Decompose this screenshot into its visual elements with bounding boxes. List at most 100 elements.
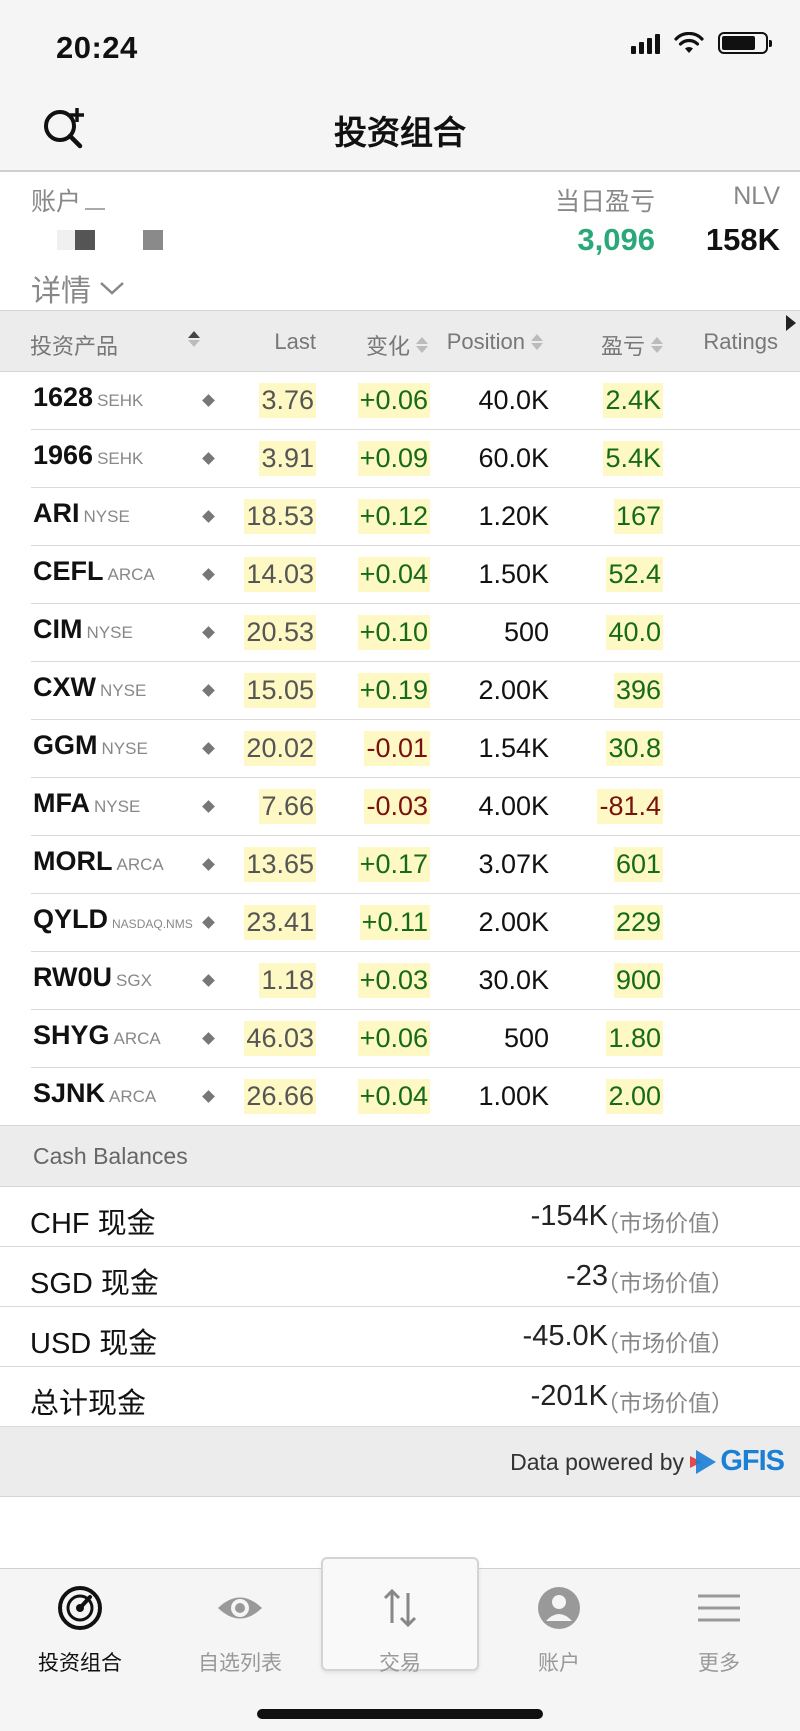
- position-size: 1.50K: [478, 559, 549, 589]
- tab-more[interactable]: 更多: [644, 1569, 794, 1679]
- page-title: 投资组合: [334, 114, 466, 151]
- cash-note: （市场价值）: [596, 1390, 734, 1416]
- diamond-icon: [202, 916, 215, 929]
- position-row[interactable]: 1966 SEHK 3.91 +0.09 60.0K 5.4K: [31, 430, 800, 488]
- nlv-value: 158K: [705, 222, 780, 257]
- status-icons: [631, 32, 772, 54]
- position-pnl: 52.4: [606, 557, 663, 592]
- position-row[interactable]: GGM NYSE 20.02 -0.01 1.54K 30.8: [31, 720, 800, 778]
- tab-portfolio[interactable]: 投资组合: [5, 1569, 155, 1679]
- diamond-icon: [202, 452, 215, 465]
- menu-icon: [698, 1594, 740, 1622]
- position-exchange: ARCA: [116, 855, 164, 874]
- position-pnl: 2.00: [606, 1079, 663, 1114]
- column-header-last[interactable]: Last: [274, 329, 316, 354]
- tab-trade[interactable]: 交易: [321, 1557, 479, 1675]
- last-price: 26.66: [244, 1079, 316, 1114]
- positions-list: 1628 SEHK 3.76 +0.06 40.0K 2.4K 1966 SEHK 3.91 +0…: [0, 372, 800, 1126]
- position-pnl: 396: [613, 673, 663, 708]
- position-row[interactable]: CXW NYSE 15.05 +0.19 2.00K 396: [31, 662, 800, 720]
- sort-indicator-icon: [651, 337, 663, 353]
- cash-balance-row: USD 现金 -45.0K （市场价值）: [0, 1307, 800, 1367]
- last-price: 3.91: [259, 441, 316, 476]
- account-label: 账户: [31, 182, 106, 218]
- tab-account[interactable]: 账户: [484, 1569, 634, 1679]
- battery-icon: [718, 32, 772, 54]
- position-pnl: 900: [613, 963, 663, 998]
- column-header-position[interactable]: Position: [447, 329, 543, 355]
- app-header: 投资组合: [0, 92, 800, 172]
- position-exchange: NYSE: [94, 797, 141, 816]
- column-header-product[interactable]: 投资产品: [30, 334, 119, 359]
- position-exchange: ARCA: [113, 1029, 161, 1048]
- gfis-logo-icon: [690, 1449, 717, 1474]
- position-row[interactable]: QYLD NASDAQ.NMS 23.41 +0.11 2.00K 229: [31, 894, 800, 952]
- sort-indicator-icon: [531, 334, 543, 350]
- powered-by-text: Data powered by: [510, 1449, 684, 1475]
- diamond-icon: [202, 510, 215, 523]
- position-pnl: 601: [613, 847, 663, 882]
- details-label: 详情: [31, 275, 91, 308]
- last-price: 7.66: [259, 789, 316, 824]
- diamond-icon: [202, 684, 215, 697]
- cash-note: （市场价值）: [596, 1330, 734, 1356]
- cash-balance-row: SGD 现金 -23 （市场价值）: [0, 1247, 800, 1307]
- account-summary: 账户 详情 当日盈亏 3,096 NLV 158K: [0, 174, 800, 310]
- cash-currency-label: CHF 现金: [30, 1208, 156, 1240]
- gfis-logo: GFIS: [688, 1445, 785, 1478]
- last-price: 13.65: [244, 847, 316, 882]
- position-exchange: ARCA: [109, 1087, 157, 1106]
- position-size: 1.00K: [478, 1081, 549, 1111]
- cash-balances-header: Cash Balances: [0, 1125, 800, 1187]
- scroll-right-icon[interactable]: [786, 315, 796, 331]
- position-symbol: QYLD NASDAQ.NMS: [33, 904, 193, 934]
- position-exchange: NASDAQ.NMS: [112, 917, 193, 931]
- last-price: 15.05: [244, 673, 316, 708]
- tab-watchlist[interactable]: 自选列表: [165, 1569, 315, 1679]
- cash-amount: -45.0K: [522, 1320, 608, 1352]
- price-change: +0.06: [357, 383, 430, 418]
- position-row[interactable]: ARI NYSE 18.53 +0.12 1.20K 167: [31, 488, 800, 546]
- details-toggle[interactable]: 详情: [31, 266, 125, 310]
- position-row[interactable]: MFA NYSE 7.66 -0.03 4.00K -81.4: [31, 778, 800, 836]
- data-attribution: Data powered by GFIS: [0, 1427, 800, 1497]
- position-pnl: 167: [613, 499, 663, 534]
- last-price: 23.41: [244, 905, 316, 940]
- add-search-icon[interactable]: [40, 104, 88, 152]
- position-row[interactable]: SJNK ARCA 26.66 +0.04 1.00K 2.00: [31, 1068, 800, 1126]
- position-pnl: 229: [613, 905, 663, 940]
- sort-indicator-icon: [416, 337, 428, 353]
- eye-icon: [218, 1597, 262, 1619]
- position-symbol: 1966 SEHK: [33, 440, 144, 470]
- position-symbol: CIM NYSE: [33, 614, 133, 644]
- price-change: +0.06: [357, 1021, 430, 1056]
- last-price: 46.03: [244, 1021, 316, 1056]
- diamond-icon: [202, 1032, 215, 1045]
- bottom-tab-bar: 投资组合 自选列表 交易 账户 更多: [0, 1557, 800, 1731]
- position-pnl: 40.0: [606, 615, 663, 650]
- position-pnl: -81.4: [597, 789, 663, 824]
- position-row[interactable]: 1628 SEHK 3.76 +0.06 40.0K 2.4K: [31, 372, 800, 430]
- position-row[interactable]: CIM NYSE 20.53 +0.10 500 40.0: [31, 604, 800, 662]
- provider-name: GFIS: [720, 1445, 785, 1477]
- home-indicator[interactable]: [257, 1709, 543, 1719]
- position-pnl: 30.8: [606, 731, 663, 766]
- price-change: -0.03: [364, 789, 430, 824]
- price-change: +0.17: [357, 847, 430, 882]
- diamond-icon: [202, 394, 215, 407]
- price-change: +0.12: [357, 499, 430, 534]
- price-change: +0.10: [357, 615, 430, 650]
- column-header-ratings[interactable]: Ratings: [703, 329, 778, 354]
- last-price: 18.53: [244, 499, 316, 534]
- column-header-pnl[interactable]: 盈亏: [601, 329, 663, 361]
- position-row[interactable]: MORL ARCA 13.65 +0.17 3.07K 601: [31, 836, 800, 894]
- position-row[interactable]: CEFL ARCA 14.03 +0.04 1.50K 52.4: [31, 546, 800, 604]
- position-exchange: NYSE: [100, 681, 147, 700]
- position-size: 1.20K: [478, 501, 549, 531]
- wifi-icon: [674, 32, 704, 53]
- position-row[interactable]: SHYG ARCA 46.03 +0.06 500 1.80: [31, 1010, 800, 1068]
- position-row[interactable]: RW0U SGX 1.18 +0.03 30.0K 900: [31, 952, 800, 1010]
- portfolio-gauge-icon: [58, 1586, 102, 1630]
- column-header-change[interactable]: 变化: [366, 329, 428, 361]
- cash-amount: -154K: [530, 1200, 608, 1232]
